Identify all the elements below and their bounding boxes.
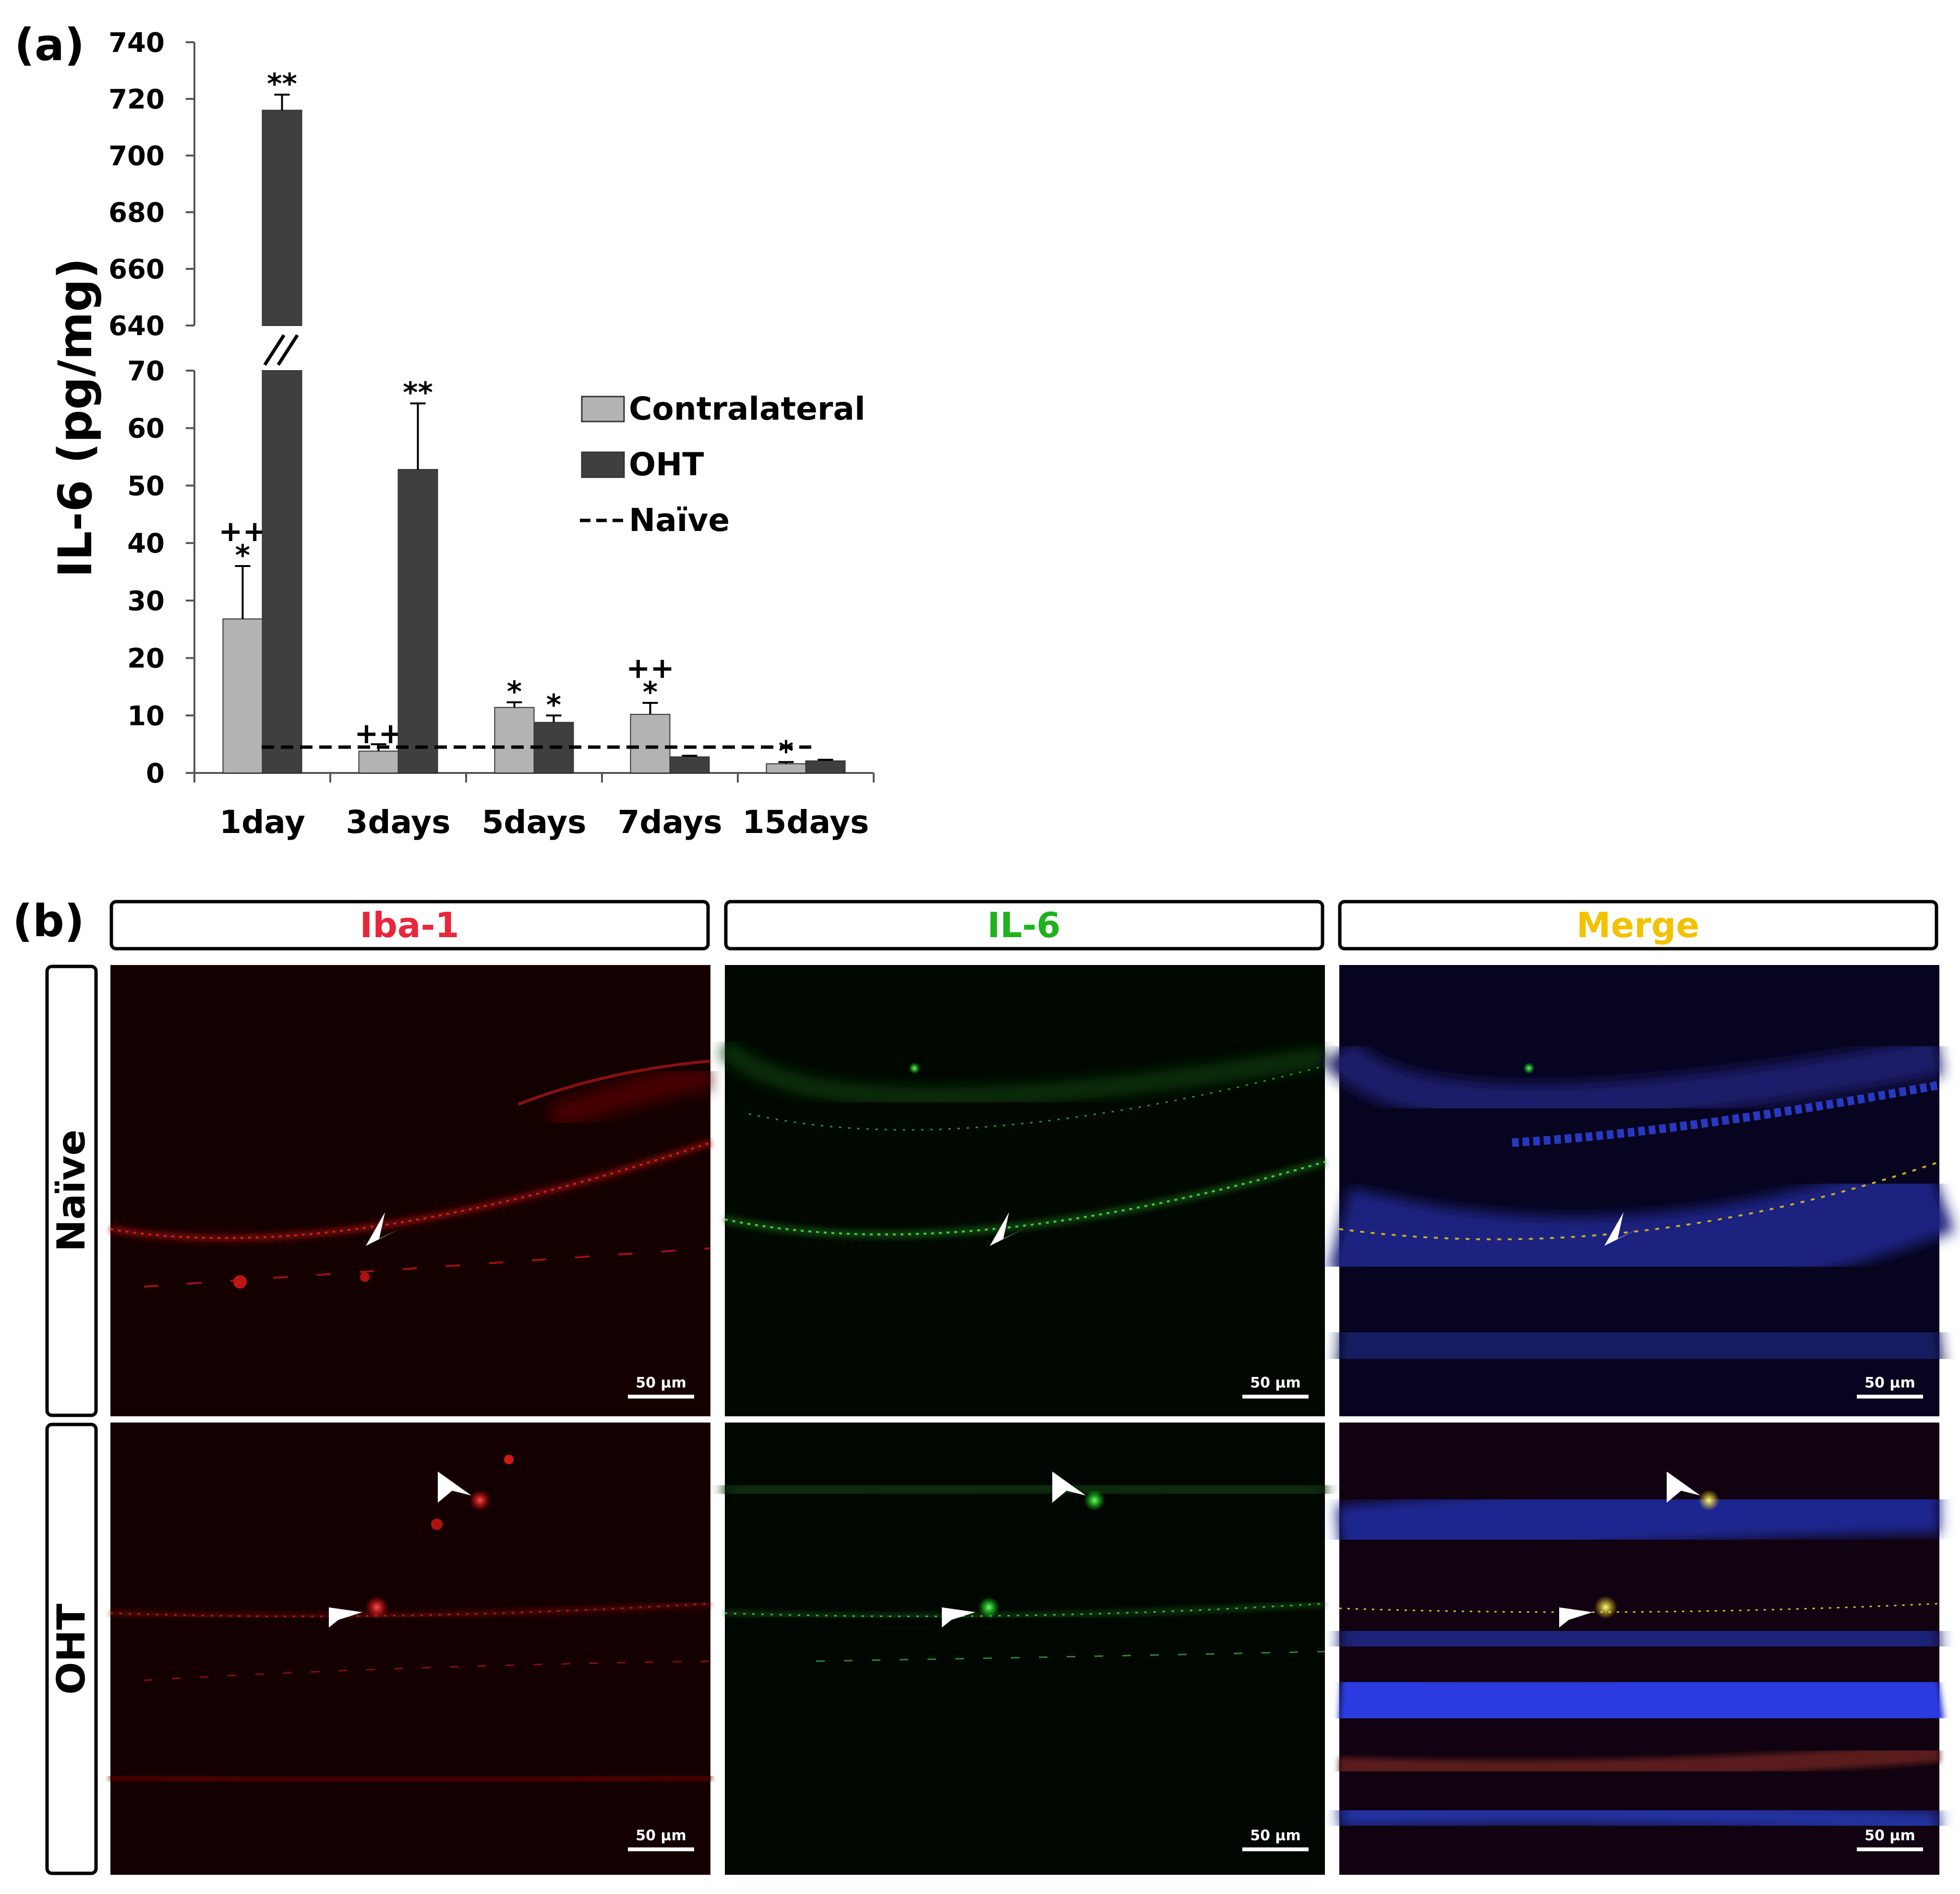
x-tick-label: 5days	[482, 804, 587, 841]
column-header-merge: Merge	[1338, 900, 1938, 951]
legend-label: Naïve	[629, 502, 730, 539]
bar-oht	[397, 469, 438, 773]
y-tick-label: 0	[146, 758, 165, 789]
micrograph-naive-iba1: 50 µm	[109, 965, 713, 1416]
significance-marker: *	[235, 539, 250, 572]
axis-break-mark	[277, 334, 299, 366]
y-tick-label: 640	[108, 311, 165, 342]
bar-oht	[669, 756, 710, 773]
arrowhead-icon	[366, 1212, 399, 1246]
bar-chart: IL-6 (pg/mg) Contralateral OHT Naïve 0 10 20…	[48, 27, 875, 841]
scale-bar-label: 50 µm	[1864, 1375, 1915, 1391]
y-tick-label: 50	[127, 470, 165, 502]
legend-label: Contralateral	[629, 390, 866, 427]
bar-contralateral	[358, 750, 399, 773]
y-tick-label: 700	[108, 141, 165, 172]
x-tick-label: 1day	[219, 804, 305, 841]
arrowhead-icon	[1667, 1472, 1700, 1503]
y-tick-label: 20	[127, 643, 165, 675]
bar-contralateral	[494, 707, 535, 774]
arrowhead-icon	[438, 1472, 471, 1503]
column-header-il6: IL-6	[724, 900, 1324, 951]
y-tick-label: 740	[108, 27, 165, 59]
significance-marker: *	[507, 675, 522, 709]
y-tick-label: 60	[127, 413, 165, 445]
legend-swatch	[581, 451, 625, 478]
micrograph-naive-il6: 50 µm	[718, 965, 1327, 1416]
y-tick-label: 70	[127, 356, 165, 387]
arrowhead-icon	[1052, 1472, 1086, 1503]
arrowhead-icon	[329, 1607, 362, 1628]
row-header-naive: Naïve	[45, 965, 98, 1417]
micrograph-oht-il6: 50 µm	[724, 1423, 1326, 1875]
x-tick-label: 7days	[618, 804, 722, 841]
significance-marker: *	[546, 688, 561, 722]
legend-swatch	[581, 396, 625, 422]
significance-marker: *	[779, 735, 794, 768]
micrograph-naive-merge: 50 µm	[1324, 965, 1955, 1416]
y-tick-label: 720	[108, 84, 165, 115]
x-tick-label: 3days	[346, 804, 451, 841]
column-header-il6-label: IL-6	[987, 905, 1061, 945]
significance-marker: ++	[218, 515, 267, 548]
scale-bar-label: 50 µm	[1864, 1827, 1915, 1844]
significance-marker: *	[643, 676, 658, 709]
bar-oht-lower	[262, 370, 302, 773]
bar-contralateral	[222, 618, 263, 774]
scale-bar-label: 50 µm	[1250, 1375, 1301, 1391]
column-header-iba1-label: Iba-1	[360, 905, 459, 945]
scale-bar-label: 50 µm	[636, 1375, 686, 1391]
significance-marker: **	[403, 376, 433, 410]
arrowhead-icon	[990, 1212, 1023, 1246]
panel-b-label: (b)	[12, 895, 84, 947]
bar-oht	[805, 760, 846, 773]
legend: Contralateral OHT Naïve	[580, 390, 866, 539]
column-header-iba1: Iba-1	[109, 900, 710, 951]
column-header-merge-label: Merge	[1576, 905, 1699, 945]
arrowhead-icon	[1604, 1212, 1638, 1246]
row-header-naive-label: Naïve	[49, 1130, 94, 1252]
significance-marker: ++	[626, 651, 674, 685]
micrograph-oht-merge: 50 µm	[1336, 1423, 1945, 1875]
panel-a-label: (a)	[14, 19, 84, 71]
y-tick-label: 10	[127, 700, 165, 732]
y-axis-label: IL-6 (pg/mg)	[48, 258, 102, 578]
y-tick-label: 30	[127, 586, 165, 617]
micrograph-oht-iba1: 50 µm	[110, 1423, 711, 1875]
significance-marker: ++	[354, 717, 403, 750]
arrowhead-icon	[1559, 1607, 1593, 1628]
y-tick-label: 680	[108, 197, 165, 229]
row-header-oht-label: OHT	[49, 1604, 94, 1695]
bar-contralateral	[630, 713, 671, 774]
y-tick-label: 40	[127, 528, 165, 559]
arrowhead-icon	[942, 1607, 975, 1628]
significance-marker: **	[267, 67, 297, 101]
scale-bar-label: 50 µm	[636, 1827, 686, 1844]
scale-bar-label: 50 µm	[1250, 1827, 1301, 1844]
axis-break-mark	[263, 334, 286, 366]
x-tick-label: 15days	[743, 804, 869, 841]
y-tick-label: 660	[108, 254, 165, 285]
row-header-oht: OHT	[45, 1423, 98, 1875]
bar-oht-upper	[262, 109, 302, 326]
legend-label: OHT	[629, 446, 704, 483]
